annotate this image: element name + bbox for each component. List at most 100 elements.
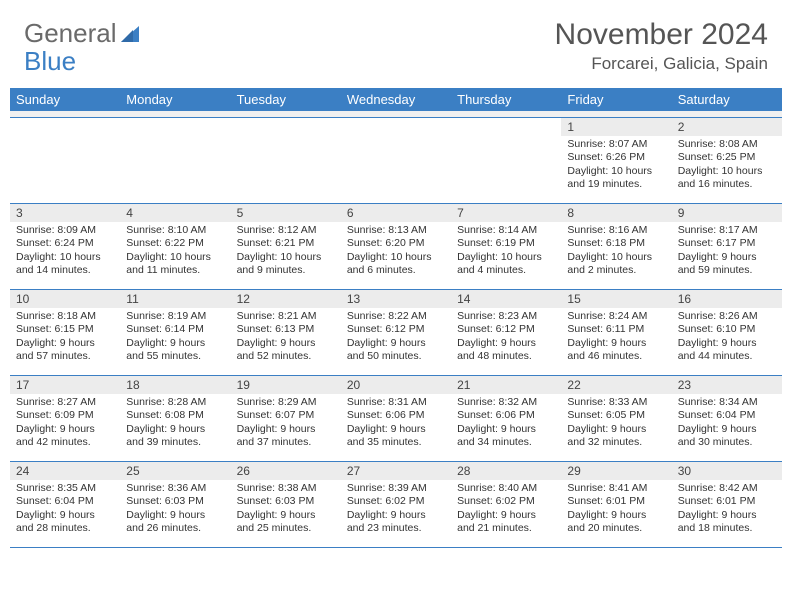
- day-details: Sunrise: 8:36 AMSunset: 6:03 PMDaylight:…: [120, 480, 230, 541]
- sunrise-text: Sunrise: 8:12 AM: [237, 224, 335, 238]
- day-details: Sunrise: 8:33 AMSunset: 6:05 PMDaylight:…: [561, 394, 671, 455]
- sunset-text: Sunset: 6:17 PM: [678, 237, 776, 251]
- logo-word1: General: [24, 18, 117, 49]
- day-number: 27: [341, 462, 451, 480]
- day-number: 5: [231, 204, 341, 222]
- week-row: 17Sunrise: 8:27 AMSunset: 6:09 PMDayligh…: [10, 375, 782, 461]
- day-details: Sunrise: 8:31 AMSunset: 6:06 PMDaylight:…: [341, 394, 451, 455]
- daylight-text: Daylight: 9 hours and 52 minutes.: [237, 337, 335, 364]
- day-cell: 29Sunrise: 8:41 AMSunset: 6:01 PMDayligh…: [561, 461, 671, 547]
- sunset-text: Sunset: 6:12 PM: [347, 323, 445, 337]
- day-cell: 18Sunrise: 8:28 AMSunset: 6:08 PMDayligh…: [120, 375, 230, 461]
- day-number: 10: [10, 290, 120, 308]
- sunrise-text: Sunrise: 8:36 AM: [126, 482, 224, 496]
- day-cell: 24Sunrise: 8:35 AMSunset: 6:04 PMDayligh…: [10, 461, 120, 547]
- sunrise-text: Sunrise: 8:40 AM: [457, 482, 555, 496]
- sunset-text: Sunset: 6:06 PM: [457, 409, 555, 423]
- day-cell: 10Sunrise: 8:18 AMSunset: 6:15 PMDayligh…: [10, 289, 120, 375]
- day-cell: 21Sunrise: 8:32 AMSunset: 6:06 PMDayligh…: [451, 375, 561, 461]
- daylight-text: Daylight: 9 hours and 35 minutes.: [347, 423, 445, 450]
- sunset-text: Sunset: 6:10 PM: [678, 323, 776, 337]
- day-cell: 5Sunrise: 8:12 AMSunset: 6:21 PMDaylight…: [231, 203, 341, 289]
- sunrise-text: Sunrise: 8:29 AM: [237, 396, 335, 410]
- day-cell: 4Sunrise: 8:10 AMSunset: 6:22 PMDaylight…: [120, 203, 230, 289]
- day-number: 16: [672, 290, 782, 308]
- day-cell: [120, 117, 230, 203]
- sunrise-text: Sunrise: 8:22 AM: [347, 310, 445, 324]
- day-cell: 14Sunrise: 8:23 AMSunset: 6:12 PMDayligh…: [451, 289, 561, 375]
- day-cell: [451, 117, 561, 203]
- day-cell: [231, 117, 341, 203]
- col-monday: Monday: [120, 88, 230, 111]
- daylight-text: Daylight: 9 hours and 50 minutes.: [347, 337, 445, 364]
- sunrise-text: Sunrise: 8:28 AM: [126, 396, 224, 410]
- day-number: 3: [10, 204, 120, 222]
- day-cell: 16Sunrise: 8:26 AMSunset: 6:10 PMDayligh…: [672, 289, 782, 375]
- sunset-text: Sunset: 6:12 PM: [457, 323, 555, 337]
- day-details: Sunrise: 8:32 AMSunset: 6:06 PMDaylight:…: [451, 394, 561, 455]
- sunset-text: Sunset: 6:15 PM: [16, 323, 114, 337]
- day-details: Sunrise: 8:09 AMSunset: 6:24 PMDaylight:…: [10, 222, 120, 283]
- day-details: Sunrise: 8:34 AMSunset: 6:04 PMDaylight:…: [672, 394, 782, 455]
- day-cell: 13Sunrise: 8:22 AMSunset: 6:12 PMDayligh…: [341, 289, 451, 375]
- daylight-text: Daylight: 10 hours and 4 minutes.: [457, 251, 555, 278]
- calendar-header-row: Sunday Monday Tuesday Wednesday Thursday…: [10, 88, 782, 111]
- day-details: Sunrise: 8:13 AMSunset: 6:20 PMDaylight:…: [341, 222, 451, 283]
- col-wednesday: Wednesday: [341, 88, 451, 111]
- sunset-text: Sunset: 6:08 PM: [126, 409, 224, 423]
- sunrise-text: Sunrise: 8:39 AM: [347, 482, 445, 496]
- day-details: Sunrise: 8:38 AMSunset: 6:03 PMDaylight:…: [231, 480, 341, 541]
- sunrise-text: Sunrise: 8:17 AM: [678, 224, 776, 238]
- sunrise-text: Sunrise: 8:07 AM: [567, 138, 665, 152]
- day-number: 19: [231, 376, 341, 394]
- day-number: 6: [341, 204, 451, 222]
- day-number: 20: [341, 376, 451, 394]
- location: Forcarei, Galicia, Spain: [555, 54, 768, 74]
- sunrise-text: Sunrise: 8:10 AM: [126, 224, 224, 238]
- daylight-text: Daylight: 9 hours and 30 minutes.: [678, 423, 776, 450]
- sunset-text: Sunset: 6:02 PM: [457, 495, 555, 509]
- sunrise-text: Sunrise: 8:31 AM: [347, 396, 445, 410]
- sunrise-text: Sunrise: 8:19 AM: [126, 310, 224, 324]
- day-cell: 6Sunrise: 8:13 AMSunset: 6:20 PMDaylight…: [341, 203, 451, 289]
- day-cell: [10, 117, 120, 203]
- sunset-text: Sunset: 6:22 PM: [126, 237, 224, 251]
- day-details: Sunrise: 8:17 AMSunset: 6:17 PMDaylight:…: [672, 222, 782, 283]
- day-cell: 19Sunrise: 8:29 AMSunset: 6:07 PMDayligh…: [231, 375, 341, 461]
- day-cell: 3Sunrise: 8:09 AMSunset: 6:24 PMDaylight…: [10, 203, 120, 289]
- day-details: Sunrise: 8:24 AMSunset: 6:11 PMDaylight:…: [561, 308, 671, 369]
- day-details: Sunrise: 8:23 AMSunset: 6:12 PMDaylight:…: [451, 308, 561, 369]
- daylight-text: Daylight: 9 hours and 37 minutes.: [237, 423, 335, 450]
- day-cell: 7Sunrise: 8:14 AMSunset: 6:19 PMDaylight…: [451, 203, 561, 289]
- day-details: Sunrise: 8:19 AMSunset: 6:14 PMDaylight:…: [120, 308, 230, 369]
- col-friday: Friday: [561, 88, 671, 111]
- sunset-text: Sunset: 6:24 PM: [16, 237, 114, 251]
- day-details: Sunrise: 8:42 AMSunset: 6:01 PMDaylight:…: [672, 480, 782, 541]
- day-number: 24: [10, 462, 120, 480]
- day-details: Sunrise: 8:21 AMSunset: 6:13 PMDaylight:…: [231, 308, 341, 369]
- day-details: Sunrise: 8:40 AMSunset: 6:02 PMDaylight:…: [451, 480, 561, 541]
- day-cell: 2Sunrise: 8:08 AMSunset: 6:25 PMDaylight…: [672, 117, 782, 203]
- sunrise-text: Sunrise: 8:27 AM: [16, 396, 114, 410]
- day-number: 12: [231, 290, 341, 308]
- sunset-text: Sunset: 6:26 PM: [567, 151, 665, 165]
- logo-word2: Blue: [24, 46, 76, 77]
- daylight-text: Daylight: 10 hours and 9 minutes.: [237, 251, 335, 278]
- logo-sail-icon: [119, 24, 141, 44]
- sunrise-text: Sunrise: 8:33 AM: [567, 396, 665, 410]
- day-number: 8: [561, 204, 671, 222]
- sunrise-text: Sunrise: 8:08 AM: [678, 138, 776, 152]
- week-row: 1Sunrise: 8:07 AMSunset: 6:26 PMDaylight…: [10, 117, 782, 203]
- day-number: 11: [120, 290, 230, 308]
- daylight-text: Daylight: 10 hours and 19 minutes.: [567, 165, 665, 192]
- sunset-text: Sunset: 6:01 PM: [678, 495, 776, 509]
- day-cell: 26Sunrise: 8:38 AMSunset: 6:03 PMDayligh…: [231, 461, 341, 547]
- sunset-text: Sunset: 6:25 PM: [678, 151, 776, 165]
- daylight-text: Daylight: 9 hours and 57 minutes.: [16, 337, 114, 364]
- day-details: Sunrise: 8:14 AMSunset: 6:19 PMDaylight:…: [451, 222, 561, 283]
- sunrise-text: Sunrise: 8:32 AM: [457, 396, 555, 410]
- logo: General: [24, 18, 141, 49]
- day-details: Sunrise: 8:16 AMSunset: 6:18 PMDaylight:…: [561, 222, 671, 283]
- day-details: Sunrise: 8:35 AMSunset: 6:04 PMDaylight:…: [10, 480, 120, 541]
- day-cell: 25Sunrise: 8:36 AMSunset: 6:03 PMDayligh…: [120, 461, 230, 547]
